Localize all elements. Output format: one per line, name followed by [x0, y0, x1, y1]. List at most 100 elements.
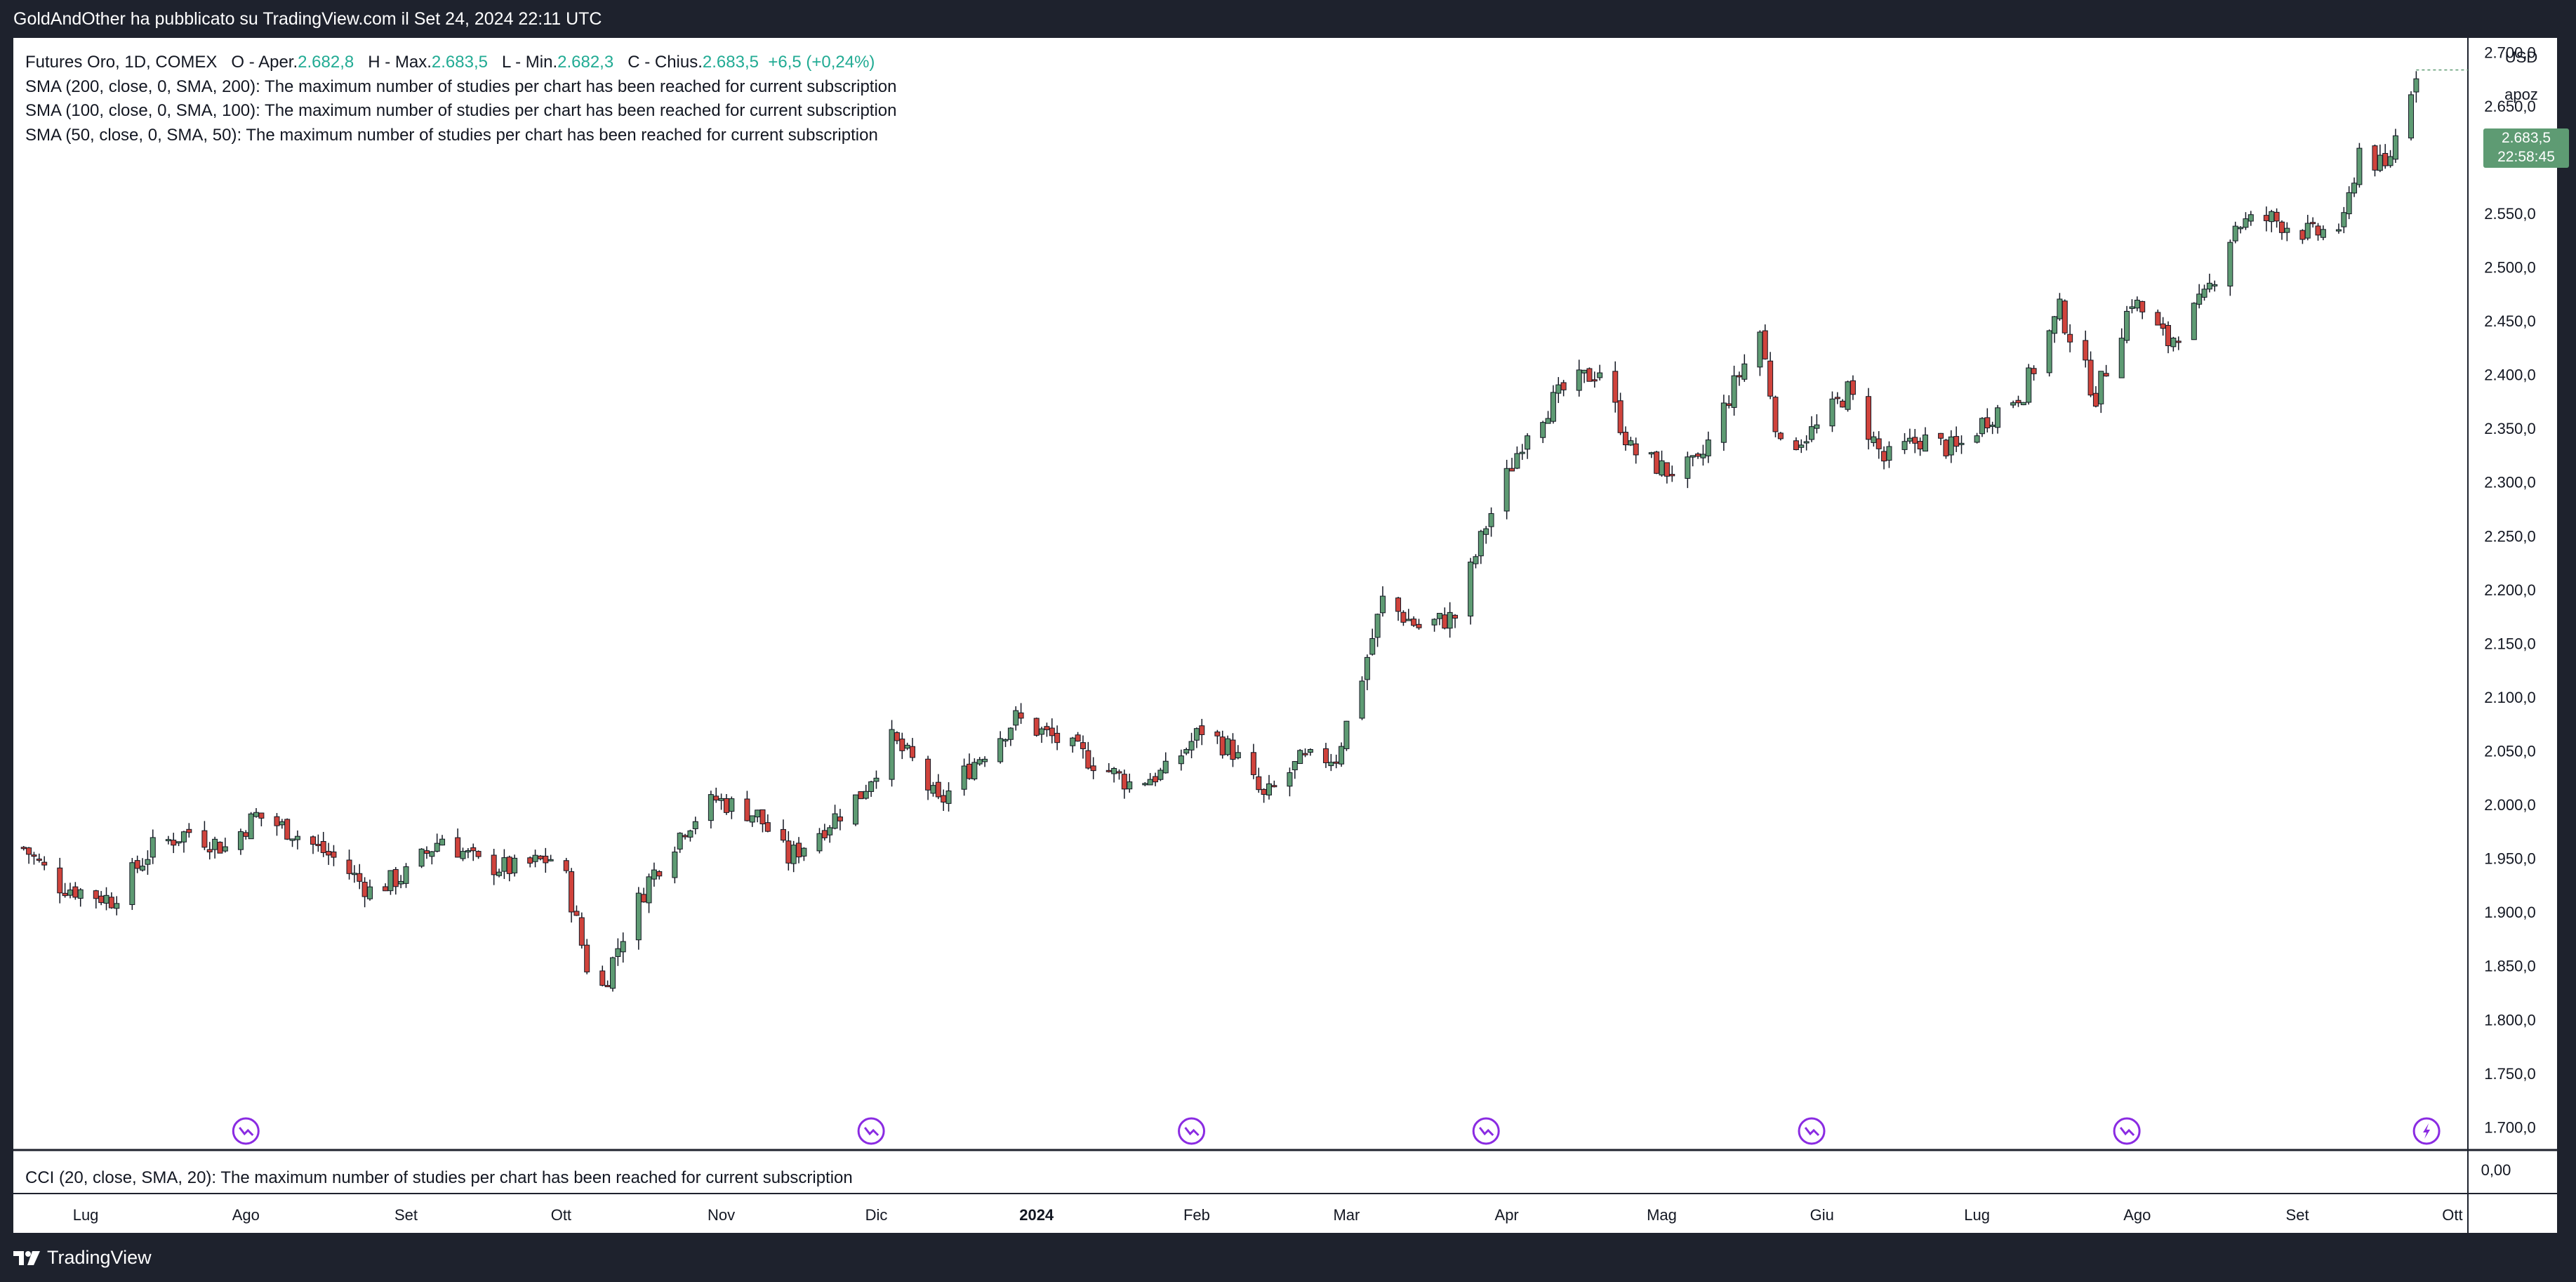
candle-body	[62, 892, 68, 897]
candle-body	[1917, 441, 1923, 450]
candle-body	[687, 830, 693, 838]
candle-body	[1405, 619, 1412, 621]
unit-label[interactable]: apoz	[2504, 86, 2538, 103]
candle-body	[1488, 513, 1494, 527]
candle-body	[114, 903, 120, 909]
candle-body	[1912, 437, 1918, 444]
candle-body	[36, 858, 42, 861]
candle-body	[248, 813, 254, 840]
candle-body	[1628, 440, 1634, 446]
candle-body	[790, 845, 797, 864]
candle-body	[98, 895, 105, 904]
candle-body	[423, 850, 430, 854]
candle-body	[1685, 456, 1691, 479]
high-label: H - Max.	[368, 53, 432, 72]
candle-body	[1302, 753, 1308, 755]
candle-body	[2062, 300, 2068, 333]
candle-body	[2103, 373, 2109, 377]
candle-body	[315, 844, 321, 847]
candle-body	[2020, 402, 2026, 406]
close-value: 2.683,5	[702, 53, 759, 72]
candle-body	[258, 812, 265, 819]
candle-body	[1953, 436, 1960, 447]
candle-body	[1834, 397, 1840, 399]
candle-body	[604, 985, 611, 988]
candle-body	[1178, 755, 1184, 765]
candle-body	[1121, 774, 1127, 790]
candle-body	[1044, 726, 1050, 730]
candle-body	[165, 839, 171, 842]
close-label: C - Chius.	[628, 53, 703, 72]
candle-body	[796, 842, 802, 858]
candle-body	[57, 867, 63, 894]
symbol-name[interactable]: Futures Oro, 1D, COMEX	[25, 53, 218, 72]
high-value: 2.683,5	[431, 53, 488, 72]
candle-body	[1153, 776, 1159, 783]
candle-body	[537, 855, 543, 859]
candle-body	[1162, 760, 1169, 774]
candle-body	[1157, 769, 1164, 780]
candle-body	[2052, 316, 2058, 334]
candle-body	[434, 842, 440, 852]
candle-body	[1339, 746, 1345, 765]
candle-body	[212, 838, 218, 850]
candle-body	[982, 758, 988, 762]
sma100-legend[interactable]: SMA (100, close, 0, SMA, 100): The maxim…	[25, 101, 897, 120]
candle-body	[1188, 741, 1195, 751]
candle-body	[863, 791, 869, 799]
candle-body	[465, 850, 471, 853]
candle-body	[243, 832, 249, 837]
candle-body	[1654, 451, 1660, 474]
candle-body	[383, 886, 389, 892]
chart-frame[interactable]: 1.700,0 1.750,0 1.800,0 1.850,0 1.900,0 1.950…	[13, 38, 2569, 1233]
time-tick-label: Ott	[2442, 1206, 2462, 1224]
candle-body	[723, 798, 729, 813]
candle-body	[599, 970, 606, 986]
candle-body	[1979, 418, 1985, 435]
open-label: O - Aper.	[231, 53, 298, 72]
candle-body	[222, 846, 228, 852]
chart-canvas[interactable]: 1.700,0 1.750,0 1.800,0 1.850,0 1.900,0 1.950…	[13, 38, 2557, 1233]
candle-body	[186, 828, 192, 833]
price-tick-label: 2.700,0	[2484, 44, 2535, 61]
candle-body	[366, 886, 373, 899]
candle-body	[1886, 446, 1892, 461]
candle-body	[1018, 712, 1024, 719]
candle-body	[1901, 441, 1908, 450]
candle-body	[279, 821, 285, 826]
candle-body	[2284, 227, 2290, 233]
candle-body	[527, 857, 533, 864]
sma200-legend[interactable]: SMA (200, close, 0, SMA, 200): The maxim…	[25, 77, 897, 96]
candle-body	[2057, 298, 2063, 319]
publish-info: GoldAndOther ha pubblicato su TradingVie…	[13, 9, 602, 29]
cci-legend[interactable]: CCI (20, close, SMA, 20): The maximum nu…	[25, 1168, 853, 1187]
candle-body	[2269, 211, 2275, 223]
candle-body	[2046, 330, 2052, 374]
sma50-legend[interactable]: SMA (50, close, 0, SMA, 50): The maximum…	[25, 125, 878, 145]
candle-body	[2278, 221, 2285, 233]
price-tick-label: 2.350,0	[2484, 420, 2535, 437]
candle-body	[2341, 212, 2347, 227]
low-value: 2.682,3	[557, 53, 614, 72]
candle-body	[1540, 422, 1546, 438]
candle-body	[2165, 324, 2171, 346]
candle-body	[475, 851, 482, 857]
price-tick-label: 2.250,0	[2484, 527, 2535, 545]
tradingview-brand[interactable]: TradingView	[13, 1247, 152, 1269]
lightning-glyph	[2423, 1123, 2431, 1139]
candle-body	[1478, 531, 1484, 557]
candle-body	[2031, 368, 2037, 374]
candle-body	[2227, 242, 2233, 286]
candle-body	[1230, 739, 1236, 760]
candle-body	[610, 957, 616, 989]
candle-body	[1447, 612, 1453, 629]
candle-body	[868, 781, 875, 792]
time-tick-label: Dic	[865, 1206, 888, 1224]
currency-label[interactable]: USD	[2504, 48, 2538, 66]
candle-body	[1250, 752, 1256, 775]
candle-body	[1039, 728, 1045, 735]
candle-body	[294, 835, 300, 840]
candle-body	[1845, 381, 1851, 410]
candle-body	[584, 944, 590, 972]
candle-body	[749, 815, 755, 823]
